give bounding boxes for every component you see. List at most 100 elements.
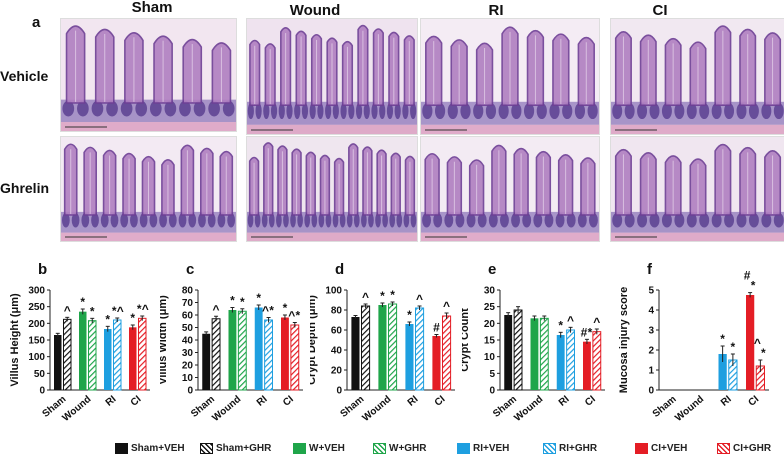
figure-legend: Sham+VEH Sham+GHR W+VEH W+GHR RI+VEH RI+GHR CI… bbox=[115, 441, 784, 457]
panel-label-b: b bbox=[38, 262, 47, 278]
y-axis-label-c: Villus Width (μm) bbox=[160, 295, 169, 385]
micrograph-wound-vehicle bbox=[246, 18, 418, 135]
bar-ri-veh bbox=[718, 354, 727, 390]
significance-marker: ^ bbox=[593, 315, 600, 329]
bar-ri-ghr bbox=[113, 319, 122, 391]
y-axis-label-f: Mucosa injury score bbox=[618, 287, 630, 393]
bar-wound-ghr bbox=[539, 317, 549, 391]
y-tick-label: 20 bbox=[331, 366, 343, 377]
legend-item-ci-ghr: CI+GHR bbox=[717, 441, 771, 455]
x-tick-label-wound: Wound bbox=[673, 394, 706, 424]
y-tick-label: 10 bbox=[484, 352, 496, 363]
y-axis-label-b: Villus Height (μm) bbox=[9, 293, 21, 387]
y-tick-label: 40 bbox=[331, 346, 343, 357]
bar-sham-ghr bbox=[63, 318, 72, 391]
y-tick-label: 100 bbox=[28, 352, 45, 363]
legend-item-ci-veh: CI+VEH bbox=[635, 441, 687, 455]
y-tick-label: 0 bbox=[336, 386, 342, 397]
column-label-wound: Wound bbox=[289, 2, 341, 19]
y-tick-label: 20 bbox=[182, 361, 194, 372]
significance-marker: ^ bbox=[64, 303, 71, 317]
y-tick-label: 2 bbox=[648, 346, 654, 357]
chart-panel-e: e Crypt Count 0 5 10 15 20 25 30 Sham Wound * ^ RI # * ^… bbox=[459, 261, 614, 442]
significance-marker: * bbox=[269, 304, 274, 318]
panel-label-a: a bbox=[32, 14, 41, 31]
y-tick-label: 50 bbox=[182, 323, 194, 334]
y-tick-label: 150 bbox=[28, 336, 45, 347]
significance-marker: * bbox=[130, 311, 135, 325]
bar-ci-ghr bbox=[290, 324, 300, 391]
legend-swatch bbox=[457, 442, 470, 454]
x-tick-label-wound: Wound bbox=[512, 394, 545, 424]
bar-sham-veh bbox=[54, 335, 62, 390]
panel-label-d: d bbox=[335, 262, 344, 278]
significance-marker: * bbox=[137, 302, 142, 316]
panel-label-f: f bbox=[647, 262, 653, 278]
x-tick-label-ri: RI bbox=[406, 394, 421, 409]
bar-wound-ghr bbox=[237, 310, 247, 391]
x-tick-label-ci: CI bbox=[281, 394, 296, 409]
bar-ri-ghr bbox=[264, 319, 273, 391]
bar-wound-ghr bbox=[388, 303, 398, 391]
y-tick-label: 300 bbox=[28, 286, 45, 297]
significance-marker: * bbox=[731, 340, 736, 354]
significance-marker: * bbox=[105, 312, 110, 326]
legend-label: CI+GHR bbox=[733, 442, 772, 454]
y-tick-label: 200 bbox=[28, 319, 45, 330]
y-tick-label: 0 bbox=[187, 386, 193, 397]
bar-ri-veh bbox=[556, 335, 565, 390]
significance-marker: ^ bbox=[262, 304, 269, 318]
x-tick-label-ci: CI bbox=[129, 394, 144, 409]
y-tick-label: 70 bbox=[182, 298, 194, 309]
bar-wound-veh bbox=[378, 305, 387, 390]
x-tick-label-ri: RI bbox=[719, 394, 734, 409]
significance-marker: * bbox=[240, 295, 245, 309]
x-tick-label-ci: CI bbox=[433, 394, 448, 409]
bar-ci-ghr bbox=[442, 315, 452, 391]
x-tick-label-wound: Wound bbox=[210, 394, 243, 424]
legend-label: CI+VEH bbox=[651, 442, 688, 454]
significance-marker: # bbox=[433, 321, 440, 335]
significance-marker: * bbox=[751, 279, 756, 293]
significance-marker: * bbox=[588, 325, 593, 339]
column-label-ci: CI bbox=[652, 2, 668, 19]
significance-marker: * bbox=[380, 289, 385, 303]
legend-swatch bbox=[543, 442, 556, 454]
micrograph-ci-vehicle bbox=[610, 18, 784, 135]
bar-sham-ghr bbox=[211, 318, 221, 391]
legend-item-w-ghr: W+GHR bbox=[373, 441, 427, 455]
bar-ci-ghr bbox=[138, 317, 147, 391]
y-tick-label: 100 bbox=[325, 286, 342, 297]
significance-marker: * bbox=[256, 291, 261, 305]
y-tick-label: 50 bbox=[34, 369, 46, 380]
y-tick-label: 40 bbox=[182, 336, 194, 347]
y-tick-label: 25 bbox=[484, 302, 496, 313]
bar-ri-ghr bbox=[415, 307, 425, 391]
y-tick-label: 20 bbox=[484, 319, 496, 330]
significance-marker: * bbox=[390, 288, 395, 302]
legend-item-ri-veh: RI+VEH bbox=[457, 441, 509, 455]
y-tick-label: 250 bbox=[28, 302, 45, 313]
y-tick-label: 0 bbox=[39, 386, 45, 397]
bar-ci-veh bbox=[432, 336, 441, 390]
panel-label-c: c bbox=[186, 262, 194, 278]
y-tick-label: 15 bbox=[484, 336, 496, 347]
row-label-vehicle: Vehicle bbox=[0, 68, 49, 84]
legend-swatch bbox=[200, 442, 213, 454]
bar-ri-ghr bbox=[566, 329, 575, 391]
y-tick-label: 0 bbox=[489, 386, 495, 397]
bar-ci-ghr bbox=[592, 331, 602, 391]
significance-marker: * bbox=[230, 294, 235, 308]
significance-marker: * bbox=[112, 304, 117, 318]
significance-marker: * bbox=[283, 301, 288, 315]
significance-marker: * bbox=[80, 295, 85, 309]
bar-ci-veh bbox=[281, 317, 289, 390]
bar-wound-veh bbox=[530, 318, 539, 390]
legend-item-ri-ghr: RI+GHR bbox=[543, 441, 597, 455]
significance-marker: ^ bbox=[142, 302, 149, 316]
y-tick-label: 80 bbox=[182, 286, 194, 297]
